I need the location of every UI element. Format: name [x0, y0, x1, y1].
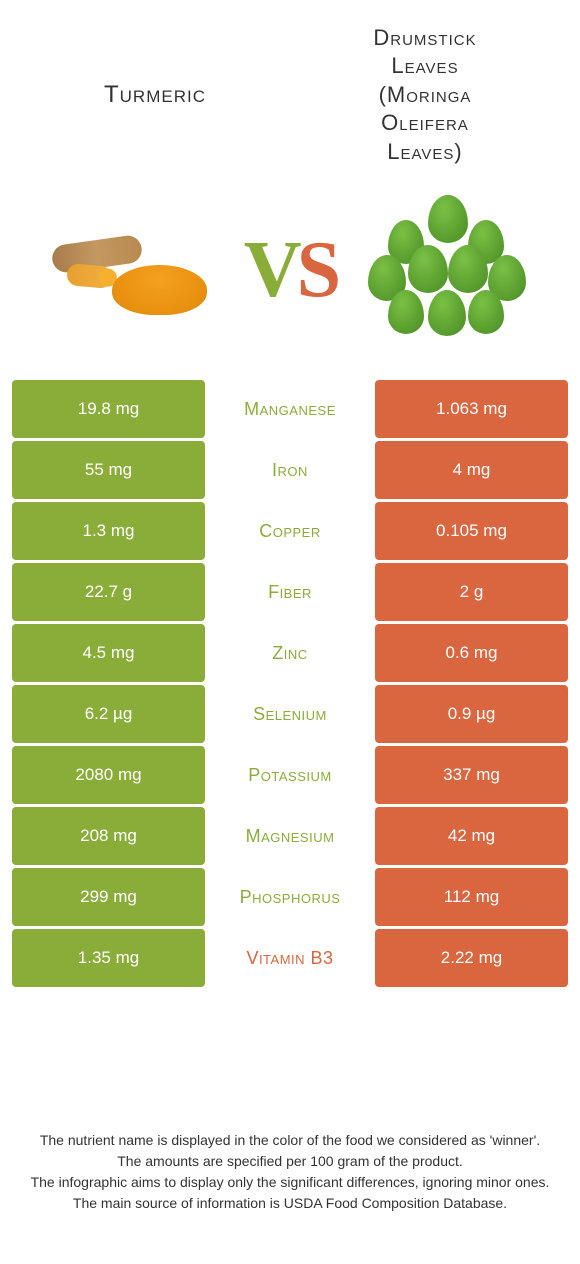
moringa-icon [363, 195, 533, 345]
left-value-cell: 19.8 mg [12, 380, 205, 438]
nutrient-label: Zinc [205, 624, 375, 682]
table-row: 208 mgMagnesium42 mg [12, 807, 568, 865]
nutrient-label: Magnesium [205, 807, 375, 865]
nutrient-label: Vitamin B3 [205, 929, 375, 987]
header-left: Turmeric [20, 81, 290, 109]
nutrient-label: Fiber [205, 563, 375, 621]
nutrient-label: Iron [205, 441, 375, 499]
nutrient-label: Manganese [205, 380, 375, 438]
nutrient-label: Copper [205, 502, 375, 560]
table-row: 19.8 mgManganese1.063 mg [12, 380, 568, 438]
table-row: 2080 mgPotassium337 mg [12, 746, 568, 804]
nutrient-label: Potassium [205, 746, 375, 804]
left-value-cell: 4.5 mg [12, 624, 205, 682]
table-row: 1.3 mgCopper0.105 mg [12, 502, 568, 560]
vs-label: VS [244, 225, 336, 316]
comparison-table: 19.8 mgManganese1.063 mg55 mgIron4 mg1.3… [0, 380, 580, 987]
right-food-image [336, 195, 560, 345]
right-value-cell: 1.063 mg [375, 380, 568, 438]
header: Turmeric Drumstick Leaves (Moringa Oleif… [0, 0, 580, 180]
footer-line: The infographic aims to display only the… [30, 1172, 550, 1193]
footer-line: The amounts are specified per 100 gram o… [30, 1151, 550, 1172]
right-value-cell: 112 mg [375, 868, 568, 926]
footer-notes: The nutrient name is displayed in the co… [0, 1130, 580, 1214]
left-value-cell: 208 mg [12, 807, 205, 865]
table-row: 55 mgIron4 mg [12, 441, 568, 499]
footer-line: The nutrient name is displayed in the co… [30, 1130, 550, 1151]
table-row: 299 mgPhosphorus112 mg [12, 868, 568, 926]
right-value-cell: 4 mg [375, 441, 568, 499]
images-row: VS [0, 180, 580, 380]
table-row: 6.2 µgSelenium0.9 µg [12, 685, 568, 743]
left-value-cell: 1.3 mg [12, 502, 205, 560]
table-row: 22.7 gFiber2 g [12, 563, 568, 621]
left-value-cell: 55 mg [12, 441, 205, 499]
table-row: 4.5 mgZinc0.6 mg [12, 624, 568, 682]
right-value-cell: 337 mg [375, 746, 568, 804]
footer-line: The main source of information is USDA F… [30, 1193, 550, 1214]
right-value-cell: 0.9 µg [375, 685, 568, 743]
right-value-cell: 2 g [375, 563, 568, 621]
left-value-cell: 2080 mg [12, 746, 205, 804]
left-value-cell: 299 mg [12, 868, 205, 926]
right-value-cell: 2.22 mg [375, 929, 568, 987]
left-food-image [20, 210, 244, 330]
header-right: Drumstick Leaves (Moringa Oleifera Leave… [290, 24, 560, 167]
right-value-cell: 0.6 mg [375, 624, 568, 682]
left-value-cell: 22.7 g [12, 563, 205, 621]
turmeric-icon [47, 210, 217, 330]
nutrient-label: Phosphorus [205, 868, 375, 926]
left-value-cell: 6.2 µg [12, 685, 205, 743]
left-value-cell: 1.35 mg [12, 929, 205, 987]
right-food-title: Drumstick Leaves (Moringa Oleifera Leave… [290, 24, 560, 167]
right-value-cell: 0.105 mg [375, 502, 568, 560]
right-value-cell: 42 mg [375, 807, 568, 865]
nutrient-label: Selenium [205, 685, 375, 743]
left-food-title: Turmeric [20, 81, 290, 109]
table-row: 1.35 mgVitamin B32.22 mg [12, 929, 568, 987]
